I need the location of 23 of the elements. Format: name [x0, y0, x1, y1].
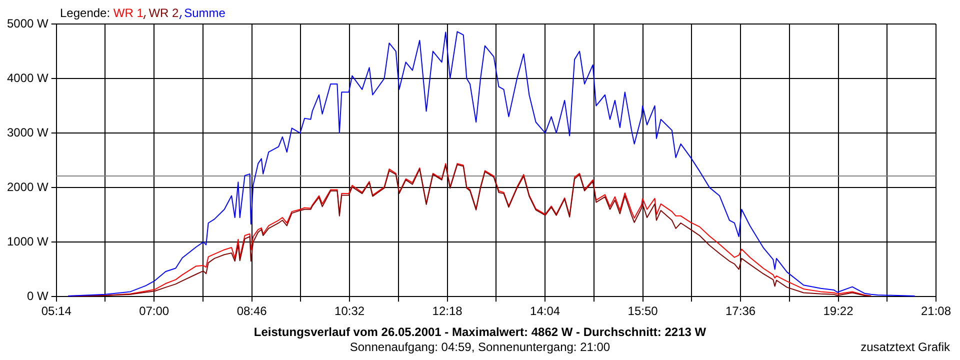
x-tick-label: 07:00	[139, 304, 170, 318]
text: Sonnenaufgang: 04:59, Sonnenuntergang: 21:00	[350, 340, 610, 354]
x-tick-label: 19:22	[823, 304, 854, 318]
legend-label: WR 2	[148, 6, 180, 20]
x-tick-label: 05:14	[41, 304, 72, 318]
x-tick-label: 08:46	[236, 304, 268, 318]
legend-title: Legende:	[60, 6, 112, 20]
text: zusatztext Grafik	[860, 340, 950, 354]
text: Leistungsverlauf vom 26.05.2001 - Maximalwert: 4862 W - Durchschnitt: 2213 W	[252, 325, 708, 339]
y-tick-label: 1000 W	[6, 234, 50, 248]
y-tick-label: 5000 W	[6, 16, 50, 30]
x-tick-label: 21:08	[920, 304, 952, 318]
legend-label: Summe	[184, 6, 226, 20]
y-tick-label: 4000 W	[6, 70, 50, 85]
x-tick-label: 12:18	[432, 304, 463, 318]
x-tick-label: 10:32	[334, 304, 365, 318]
y-tick-label: 3000 W	[6, 125, 50, 140]
y-tick-label: 2000 W	[6, 180, 50, 194]
text: WR 1	[113, 6, 144, 20]
x-tick-label: 15:50	[628, 304, 658, 318]
x-tick-label: 14:04	[530, 304, 560, 318]
x-tick-label: 17:36	[726, 304, 756, 318]
y-tick-label: 0 W	[27, 288, 50, 303]
